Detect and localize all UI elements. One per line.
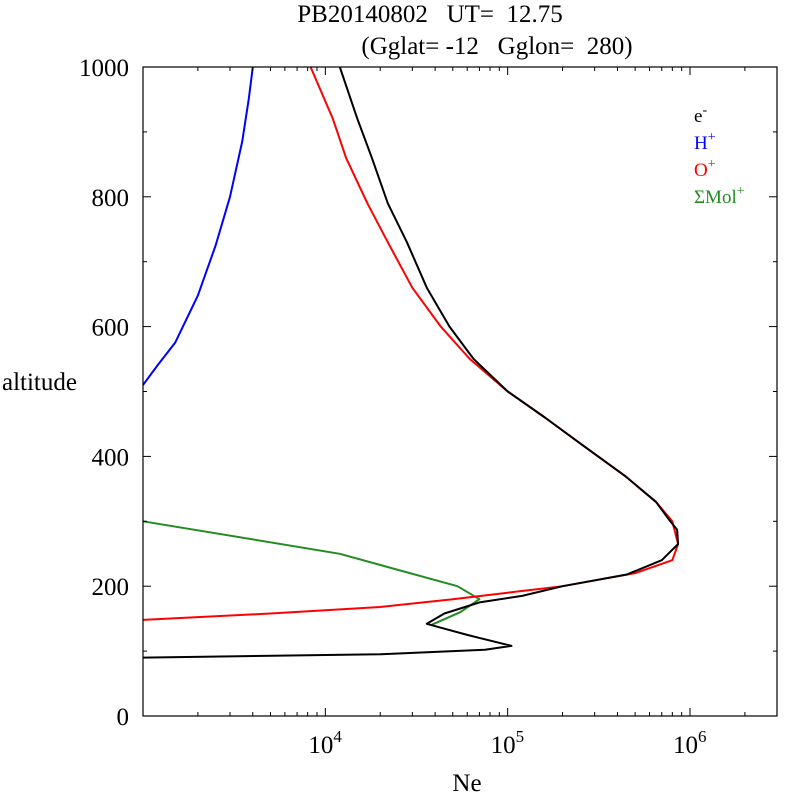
ticks-layer: 0 200 400 600 800 1000 104 105 106 — [79, 55, 777, 759]
y-tick-label: 600 — [92, 315, 130, 342]
x-axis-label: Ne — [452, 770, 481, 796]
y-tick-label: 1000 — [79, 55, 129, 82]
series-line-o-ion — [142, 66, 680, 621]
x-tick-label: 105 — [491, 727, 525, 759]
series-line-h-ion — [142, 66, 254, 386]
y-axis-label: altitude — [2, 369, 77, 396]
legend: e- H+ O+ ΣMol+ — [694, 103, 745, 208]
legend-entry: ΣMol+ — [694, 184, 745, 208]
y-tick-label: 400 — [92, 444, 130, 471]
x-tick-label: 104 — [308, 727, 342, 759]
legend-entry: e- — [694, 103, 707, 127]
y-tick-label: 800 — [92, 185, 130, 212]
series-line-sum-mol-ion — [142, 520, 481, 627]
chart-title-line1: PB20140802 UT= 12.75 — [297, 1, 563, 28]
y-tick-label: 0 — [117, 704, 130, 731]
legend-entry: H+ — [694, 130, 716, 154]
series-layer — [142, 66, 680, 659]
y-tick-label: 200 — [92, 574, 130, 601]
series-line-electron — [142, 66, 680, 659]
x-tick-label: 106 — [673, 727, 707, 759]
legend-entry: O+ — [694, 157, 716, 181]
chart-title-line2: (Gglat= -12 Gglon= 280) — [361, 33, 632, 60]
